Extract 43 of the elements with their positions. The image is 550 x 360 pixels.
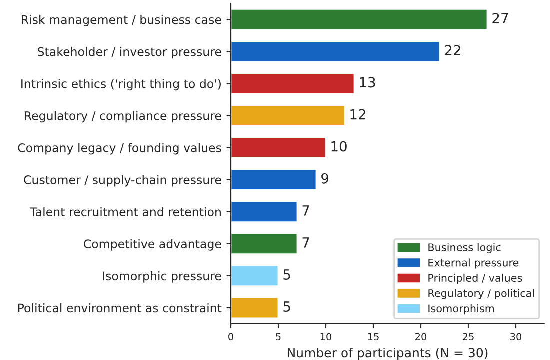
y-tick-label: Customer / supply-chain pressure — [24, 175, 222, 187]
data-label: 5 — [284, 302, 290, 312]
x-tick-label: 10 — [320, 333, 332, 341]
bar — [231, 40, 441, 63]
bar — [231, 264, 280, 288]
data-label: 10 — [332, 141, 347, 152]
x-tick-label: 25 — [463, 333, 474, 341]
legend-label: Business logic — [428, 243, 501, 254]
y-tick-label: Intrinsic ethics ('right thing to do') — [22, 79, 221, 91]
legend-label: External pressure — [428, 258, 519, 269]
data-label: 9 — [322, 173, 329, 184]
data-label: 27 — [492, 13, 508, 24]
bar — [231, 168, 318, 191]
bar — [231, 200, 298, 223]
x-tick-label: 20 — [416, 333, 427, 341]
bar — [231, 136, 327, 159]
bar — [231, 296, 280, 320]
data-label: 5 — [284, 270, 290, 280]
x-tick-label: 15 — [368, 333, 379, 341]
y-tick-label: Risk management / business case — [22, 15, 222, 27]
y-tick-label: Regulatory / compliance pressure — [25, 111, 222, 123]
y-tick-label: Company legacy / founding values — [18, 143, 222, 155]
legend-label: Regulatory / political — [428, 289, 534, 300]
x-tick-label: 0 — [228, 333, 234, 341]
bar — [231, 232, 298, 256]
bar — [231, 104, 346, 127]
legend-label: Principled / values — [428, 274, 522, 284]
data-label: 12 — [350, 109, 366, 120]
y-tick-label: Isomorphic pressure — [103, 271, 222, 283]
y-tick-label: Competitive advantage — [84, 239, 222, 251]
data-label: 7 — [302, 206, 310, 216]
x-tick-label: 5 — [276, 333, 281, 341]
bar — [231, 72, 356, 95]
y-tick-label: Talent recruitment and retention — [30, 207, 221, 217]
x-tick-label: 30 — [510, 333, 522, 341]
bar — [231, 8, 488, 31]
x-axis-title: Number of participants (N = 30) — [288, 348, 488, 360]
y-tick-label: Political environment as constraint — [18, 303, 222, 313]
data-label: 22 — [445, 45, 460, 56]
data-label: 13 — [360, 77, 376, 88]
legend-label: Isomorphism — [428, 304, 494, 315]
data-label: 7 — [302, 238, 310, 248]
y-tick-label: Stakeholder / investor pressure — [38, 47, 222, 59]
